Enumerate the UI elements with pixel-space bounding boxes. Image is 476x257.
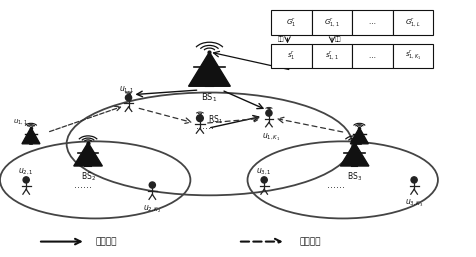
Text: 数据链路: 数据链路 [95, 237, 117, 246]
Text: $\cdots$: $\cdots$ [368, 53, 377, 59]
Text: $u_{3,1}$: $u_{3,1}$ [256, 167, 272, 177]
Text: $G_1^r$: $G_1^r$ [287, 16, 297, 29]
FancyBboxPatch shape [352, 10, 393, 35]
FancyBboxPatch shape [312, 44, 352, 68]
FancyBboxPatch shape [271, 44, 312, 68]
Circle shape [197, 115, 203, 122]
Circle shape [23, 177, 29, 183]
Polygon shape [350, 127, 368, 144]
Text: $\cdots$: $\cdots$ [368, 20, 377, 25]
FancyBboxPatch shape [352, 44, 393, 68]
Polygon shape [74, 143, 102, 166]
Text: ......: ...... [327, 180, 345, 190]
Text: $s_1^r$: $s_1^r$ [288, 50, 296, 62]
Polygon shape [340, 143, 369, 166]
FancyBboxPatch shape [393, 10, 433, 35]
Circle shape [411, 177, 417, 183]
FancyBboxPatch shape [393, 44, 433, 68]
Text: $G_{1,L}^{r}$: $G_{1,L}^{r}$ [405, 16, 421, 29]
Circle shape [266, 110, 272, 116]
Text: 编码: 编码 [278, 36, 285, 42]
Text: ......: ...... [196, 121, 214, 131]
Text: $u_{1,1}$: $u_{1,1}$ [13, 116, 28, 125]
Circle shape [126, 95, 131, 101]
Text: BS$_1$: BS$_1$ [201, 92, 218, 104]
Text: BS$_2$: BS$_2$ [80, 171, 96, 183]
Polygon shape [188, 52, 230, 86]
FancyBboxPatch shape [271, 10, 312, 35]
Text: $u_{1,1}$: $u_{1,1}$ [119, 84, 134, 95]
Text: 干扰链路: 干扰链路 [300, 237, 321, 246]
Polygon shape [22, 127, 40, 144]
Text: $s_{1,K_1}^{r}$: $s_{1,K_1}^{r}$ [405, 49, 421, 62]
Text: $u_{2,1}$: $u_{2,1}$ [18, 167, 34, 177]
Text: $u_{3,K_3}$: $u_{3,K_3}$ [405, 198, 424, 209]
Text: $u_{1,K_1}$: $u_{1,K_1}$ [262, 131, 280, 143]
Text: RS$_1$: RS$_1$ [208, 114, 223, 126]
Text: $u_{2,K_2}$: $u_{2,K_2}$ [143, 203, 161, 215]
Text: BS$_3$: BS$_3$ [347, 171, 362, 183]
Circle shape [149, 182, 155, 188]
FancyBboxPatch shape [312, 10, 352, 35]
Text: $G_{1,1}^{r}$: $G_{1,1}^{r}$ [324, 16, 340, 29]
Text: $s_{1,1}^{r}$: $s_{1,1}^{r}$ [325, 50, 339, 62]
Text: ......: ...... [74, 180, 92, 190]
Text: 映射: 映射 [335, 36, 341, 42]
Circle shape [261, 177, 267, 183]
